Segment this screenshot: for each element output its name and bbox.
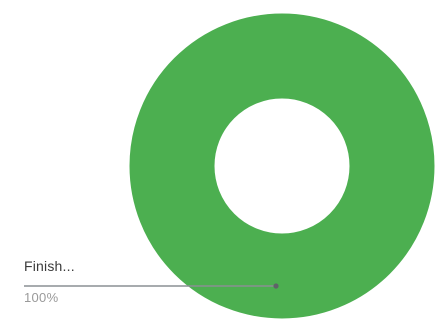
donut-slices	[129, 13, 435, 319]
slice-label: Finish...	[24, 258, 75, 274]
slice-value: 100%	[24, 290, 59, 305]
leader-dot	[273, 283, 279, 289]
donut-slice-0	[129, 13, 435, 319]
